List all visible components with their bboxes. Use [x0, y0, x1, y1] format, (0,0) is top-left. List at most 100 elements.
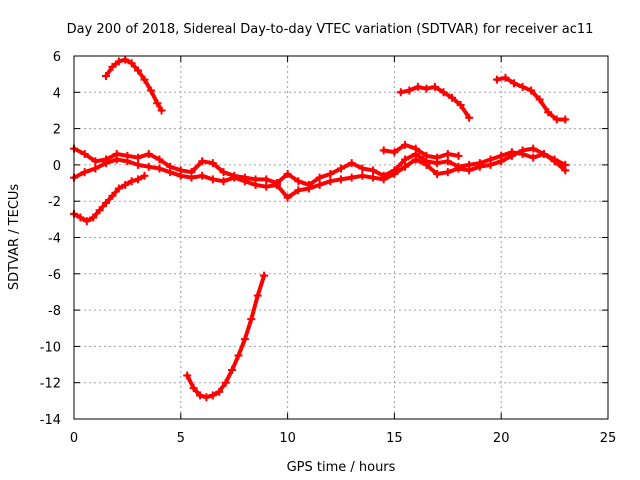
- data-point: [401, 140, 410, 149]
- data-point: [208, 391, 217, 400]
- data-point: [401, 162, 410, 171]
- data-point: [465, 166, 474, 175]
- data-point: [358, 171, 367, 180]
- data-point: [561, 115, 570, 124]
- y-tick-label: -8: [48, 304, 61, 319]
- data-point: [529, 144, 538, 153]
- data-point: [510, 79, 519, 88]
- x-tick-label: 5: [177, 431, 185, 446]
- series-trace: [72, 173, 147, 224]
- data-point: [114, 184, 123, 193]
- series-arc-8: [492, 73, 570, 124]
- data-point: [102, 159, 111, 168]
- y-tick-label: 2: [53, 123, 61, 138]
- data-point: [134, 66, 143, 75]
- data-point: [456, 101, 465, 110]
- data-point: [91, 164, 100, 173]
- data-point: [82, 217, 91, 226]
- data-point: [153, 99, 162, 108]
- data-point: [443, 157, 452, 166]
- y-tick-label: -14: [40, 413, 61, 428]
- data-point: [262, 175, 271, 184]
- series-trace: [104, 57, 164, 113]
- data-marks: [70, 55, 570, 402]
- data-point: [140, 171, 149, 180]
- data-point: [413, 82, 422, 91]
- series-arc-3: [183, 271, 269, 402]
- data-point: [230, 173, 239, 182]
- data-point: [433, 153, 442, 162]
- data-point: [294, 177, 303, 186]
- data-point: [454, 164, 463, 173]
- data-point: [228, 365, 237, 374]
- data-point: [95, 206, 104, 215]
- data-point: [396, 88, 405, 97]
- y-tick-label: -2: [48, 195, 61, 210]
- data-point: [89, 213, 98, 222]
- y-tick-label: 6: [53, 50, 61, 65]
- series-trace: [494, 75, 568, 122]
- y-tick-label: -4: [48, 232, 61, 247]
- data-point: [443, 168, 452, 177]
- data-point: [155, 164, 164, 173]
- data-point: [215, 387, 224, 396]
- data-point: [240, 335, 249, 344]
- data-point: [208, 175, 217, 184]
- y-tick-label: -12: [40, 377, 61, 392]
- data-point: [157, 106, 166, 115]
- data-point: [411, 155, 420, 164]
- data-point: [251, 180, 260, 189]
- data-point: [272, 180, 281, 189]
- data-point: [219, 177, 228, 186]
- data-point: [544, 108, 553, 117]
- data-point: [102, 199, 111, 208]
- data-point: [283, 169, 292, 178]
- data-point: [448, 93, 457, 102]
- data-point: [390, 148, 399, 157]
- series-arc-7: [396, 82, 474, 122]
- data-point: [114, 57, 123, 66]
- data-point: [253, 291, 262, 300]
- data-point: [91, 157, 100, 166]
- data-point: [76, 213, 85, 222]
- data-point: [189, 384, 198, 393]
- data-point: [112, 155, 121, 164]
- data-point: [501, 73, 510, 82]
- data-point: [405, 86, 414, 95]
- data-point: [121, 55, 130, 64]
- data-point: [304, 184, 313, 193]
- data-point: [390, 169, 399, 178]
- data-point: [369, 166, 378, 175]
- data-point: [166, 168, 175, 177]
- data-point: [527, 86, 536, 95]
- x-tick-label: 10: [279, 431, 296, 446]
- data-point: [550, 157, 559, 166]
- data-point: [221, 378, 230, 387]
- data-point: [155, 155, 164, 164]
- data-point: [127, 177, 136, 186]
- data-point: [260, 271, 269, 280]
- data-point: [208, 159, 217, 168]
- data-point: [518, 82, 527, 91]
- data-point: [144, 150, 153, 159]
- data-point: [127, 59, 136, 68]
- data-point: [486, 160, 495, 169]
- data-point: [219, 168, 228, 177]
- data-point: [247, 315, 256, 324]
- data-point: [283, 193, 292, 202]
- y-axis-label: SDTVAR / TECUs: [7, 184, 22, 291]
- data-point: [176, 171, 185, 180]
- series-arc-2: [70, 171, 149, 226]
- data-point: [108, 62, 117, 71]
- data-point: [347, 159, 356, 168]
- data-point: [475, 162, 484, 171]
- data-point: [379, 175, 388, 184]
- data-point: [422, 151, 431, 160]
- data-point: [183, 371, 192, 380]
- data-point: [80, 168, 89, 177]
- data-point: [134, 153, 143, 162]
- data-point: [454, 151, 463, 160]
- series-arc-1: [102, 55, 166, 115]
- series-arc-6: [379, 140, 463, 162]
